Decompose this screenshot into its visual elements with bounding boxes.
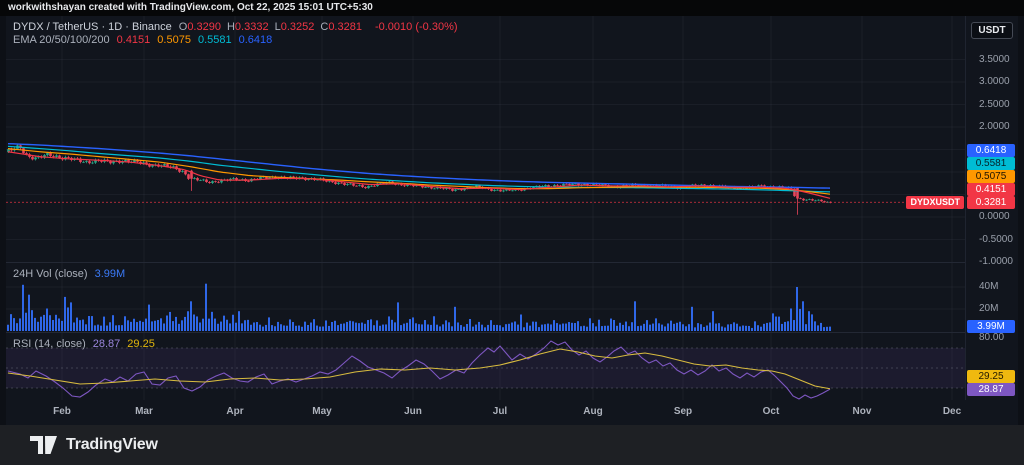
volume-indicator-title[interactable]: 24H Vol (close) — [13, 268, 88, 280]
time-axis-label-nov: Nov — [852, 406, 872, 417]
price-tick: 2.0000 — [979, 121, 1010, 132]
ohlc-key: L — [274, 21, 281, 33]
ema-200-line — [7, 142, 831, 189]
ema-legend-row[interactable]: EMA 20/50/100/200 0.4151 0.5075 0.5581 0.641… — [13, 34, 458, 47]
price-scale-label: 0.6418 — [967, 143, 1015, 157]
ema-value: 0.5075 — [157, 34, 191, 46]
main-chart-legend[interactable]: DYDX / TetherUS · 1D · Binance O0.3290 H0.… — [13, 21, 458, 47]
time-axis-label-aug: Aug — [583, 406, 603, 417]
ohlc-key: O — [178, 21, 188, 33]
attribution-text: workwithshayan created with TradingView.… — [8, 2, 373, 13]
ema-20-line — [7, 151, 831, 199]
logo-bar: TradingView — [0, 425, 1024, 465]
volume-series — [7, 283, 831, 331]
pane-separator[interactable] — [6, 332, 1018, 333]
volume-value-label: 3.99M — [967, 320, 1015, 334]
attribution-bar: workwithshayan created with TradingView.… — [0, 0, 1024, 16]
rsi-value: 29.25 — [127, 338, 155, 350]
candlestick-series — [7, 143, 832, 215]
ohlc-value: 0.3290 — [187, 21, 221, 33]
price-tick: 0.0000 — [979, 211, 1010, 222]
rsi-indicator-title[interactable]: RSI (14, close) — [13, 338, 86, 350]
pane-separator[interactable] — [6, 262, 1018, 263]
time-axis-label-sep: Sep — [673, 406, 693, 417]
time-axis[interactable]: Feb Mar Apr May Jun Jul Aug Sep Oct Nov Dec — [6, 400, 1018, 425]
time-axis-label-feb: Feb — [53, 406, 71, 417]
price-tick: -0.5000 — [979, 233, 1013, 245]
price-axis[interactable]: USDT 3.50003.00002.50002.00001.50000.000… — [965, 16, 1018, 400]
chart-card: DYDX / TetherUS · 1D · Binance O0.3290 H0.… — [6, 16, 1018, 425]
time-axis-label-mar: Mar — [135, 406, 153, 417]
symbol-title[interactable]: DYDX / TetherUS · 1D · Binance — [13, 21, 172, 33]
ema-50-line — [7, 148, 831, 195]
time-axis-label-oct: Oct — [762, 406, 780, 417]
price-scale-label: 0.3281 — [967, 195, 1015, 209]
ohlc-value: 0.3281 — [328, 21, 362, 33]
rsi-value: 28.87 — [92, 338, 121, 350]
currency-toggle-button[interactable]: USDT — [971, 22, 1013, 39]
rsi-band — [6, 347, 965, 389]
ema-value: 0.6418 — [238, 34, 273, 46]
price-tick: -1.0000 — [979, 256, 1013, 267]
gridlines — [6, 16, 965, 400]
price-tick: 2.5000 — [979, 98, 1010, 110]
price-tick: 3.0000 — [979, 76, 1010, 87]
change-value: -0.0010 (-0.30%) — [374, 21, 458, 33]
ohlc-values: O0.3290 H0.3332 L0.3252 C0.3281 — [179, 21, 368, 33]
ema-values: 0.4151 0.5075 0.5581 0.6418 — [117, 34, 280, 46]
tradingview-logo-icon[interactable] — [30, 435, 57, 455]
ema-value: 0.5581 — [197, 34, 232, 46]
time-axis-label-dec: Dec — [942, 406, 962, 417]
ema-value: 0.4151 — [116, 34, 151, 46]
volume-value: 3.99M — [94, 268, 126, 280]
time-axis-label-apr: Apr — [226, 406, 244, 417]
ohlc-key: C — [320, 21, 329, 33]
rsi-scale-label: 28.87 — [967, 382, 1015, 396]
ohlc-value: 0.3332 — [234, 21, 269, 33]
price-tick: 3.5000 — [979, 53, 1010, 65]
rsi-ma-line — [7, 348, 831, 390]
ema-100-line — [7, 145, 831, 193]
rsi-tick: 80.00 — [979, 332, 1005, 343]
rsi-values: 28.87 29.25 — [93, 338, 162, 350]
time-axis-label-jun: Jun — [404, 406, 422, 417]
volume-legend[interactable]: 24H Vol (close) 3.99M — [13, 268, 125, 280]
ohlc-value: 0.3252 — [280, 21, 315, 33]
ema-indicator-title[interactable]: EMA 20/50/100/200 — [13, 34, 110, 46]
price-scale-label: 0.4151 — [967, 182, 1015, 196]
price-scale-label: 0.5581 — [967, 156, 1015, 170]
tradingview-logo-text[interactable]: TradingView — [66, 436, 158, 453]
volume-tick: 20M — [979, 303, 999, 314]
symbol-legend-row[interactable]: DYDX / TetherUS · 1D · Binance O0.3290 H0.… — [13, 21, 458, 34]
price-scale-label: 0.5075 — [967, 169, 1015, 183]
rsi-scale-label: 29.25 — [967, 369, 1015, 383]
ohlc-key: H — [226, 21, 235, 33]
volume-tick: 40M — [979, 281, 999, 292]
symbol-price-tag[interactable]: DYDXUSDT — [906, 195, 964, 209]
time-axis-label-jul: Jul — [492, 406, 508, 417]
time-axis-label-may: May — [312, 406, 332, 417]
rsi-legend[interactable]: RSI (14, close) 28.87 29.25 — [13, 338, 162, 350]
chart-plot-area[interactable] — [6, 16, 965, 400]
